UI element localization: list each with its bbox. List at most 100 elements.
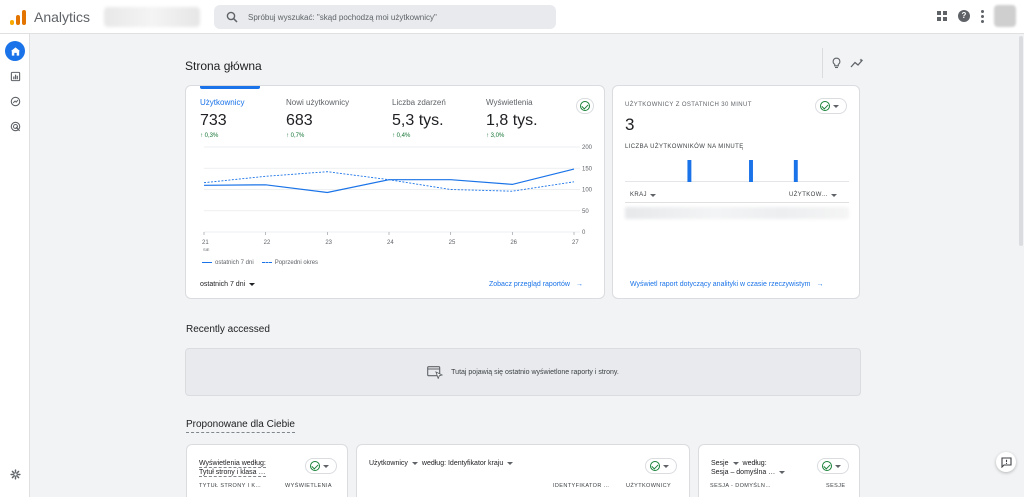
realtime-country-row [625, 207, 849, 219]
column-users[interactable]: UŻYTKOW… [789, 192, 838, 198]
legend-item-current: ostatnich 7 dni [202, 260, 254, 266]
bar-chart-icon [10, 71, 20, 81]
divider [625, 202, 849, 203]
arrow-up-icon: ↑ [486, 133, 491, 139]
suggested-card-heading: Wyświetlenia według: Tytuł strony i klas… [199, 460, 266, 477]
realtime-check-dropdown[interactable] [815, 98, 847, 114]
search-placeholder: Spróbuj wyszukać: "skąd pochodzą moi uży… [248, 12, 437, 22]
top-app-bar: Analytics Spróbuj wyszukać: "skąd pochod… [0, 0, 1024, 34]
realtime-bar[interactable] [749, 160, 753, 182]
series-line-previous [203, 171, 575, 192]
arrow-up-icon: ↑ [392, 133, 397, 139]
x-tick-label: 24 [387, 240, 394, 246]
suggested-card-heading: Użytkownicy według: Identyfikator kraju [369, 459, 514, 468]
series-line-current [203, 168, 575, 194]
caret-down-icon [833, 104, 839, 108]
column-header: TYTUŁ STRONY I K… [199, 483, 262, 489]
column-header: WYŚWIETLENIA [285, 483, 332, 489]
nav-advertising-button[interactable] [5, 116, 25, 136]
y-tick-label: 50 [582, 209, 589, 215]
chart-legend: ostatnich 7 dni Poprzedni okres [202, 260, 318, 266]
help-icon[interactable]: ? [958, 10, 970, 22]
data-quality-check-button[interactable] [576, 98, 594, 114]
realtime-bar[interactable] [687, 160, 692, 182]
column-header: SESJA - DOMYŚLN… [710, 483, 772, 489]
search-input[interactable]: Spróbuj wyszukać: "skąd pochodzą moi uży… [214, 5, 556, 29]
date-range-label: ostatnich 7 dni [200, 281, 246, 288]
metric-change: ↑ 0,3% [200, 133, 219, 139]
feedback-button[interactable] [996, 452, 1016, 472]
gear-icon [9, 468, 21, 480]
nav-explore-button[interactable] [5, 91, 25, 111]
metric-change: ↑ 3,0% [486, 133, 505, 139]
card-check-dropdown[interactable] [305, 458, 337, 474]
insights-icon[interactable] [850, 57, 864, 69]
x-tick-label: 22 [264, 240, 271, 246]
metric-value: 733 [200, 112, 227, 129]
metric-views[interactable]: Wyświetlenia 1,8 tys. ↑ 3,0% [486, 98, 538, 139]
caret-down-icon[interactable] [779, 471, 786, 474]
analytics-logo-icon[interactable] [10, 9, 26, 25]
caret-down-icon[interactable] [507, 462, 514, 465]
caret-down-icon [831, 193, 838, 197]
left-nav-rail [0, 34, 30, 497]
metric-label: Wyświetlenia [486, 98, 533, 107]
x-tick-label: 27 [572, 240, 579, 246]
proposed-section-title: Proponowane dla Ciebie [186, 419, 295, 433]
check-circle-icon [580, 101, 590, 111]
avatar[interactable] [994, 5, 1016, 27]
page-tools [822, 48, 864, 78]
x-tick-label: 26 [510, 240, 517, 246]
suggested-card-views[interactable]: Wyświetlenia według: Tytuł strony i klas… [186, 444, 348, 497]
y-tick-label: 0 [582, 230, 586, 236]
column-header: IDENTYFIKATOR … [553, 483, 610, 489]
metric-label: Nowi użytkownicy [286, 98, 350, 107]
y-tick-label: 100 [582, 188, 593, 194]
nav-reports-button[interactable] [5, 66, 25, 86]
metric-value: 1,8 tys. [486, 112, 538, 129]
y-tick-label: 200 [582, 145, 593, 151]
recently-accessed-empty: Tutaj pojawią się ostatnio wyświetlone r… [185, 348, 861, 396]
target-icon [10, 121, 20, 131]
caret-down-icon[interactable] [732, 462, 739, 465]
date-range-dropdown[interactable]: ostatnich 7 dni [200, 281, 256, 288]
column-header: UŻYTKOWNICY [626, 483, 672, 489]
realtime-bar-chart [625, 160, 849, 182]
legend-item-previous: Poprzedni okres [261, 260, 318, 266]
check-circle-icon [822, 461, 832, 471]
metric-new-users[interactable]: Nowi użytkownicy 683 ↑ 0,7% [286, 98, 349, 139]
check-circle-icon [650, 461, 660, 471]
app-name[interactable]: Analytics [34, 8, 91, 25]
apps-grid-icon[interactable] [937, 10, 948, 22]
suggested-card-sessions[interactable]: Sesje według: Sesja – domyślna … [698, 444, 860, 497]
realtime-bar[interactable] [793, 160, 798, 182]
caret-down-icon[interactable] [411, 462, 418, 465]
card-check-dropdown[interactable] [817, 458, 849, 474]
lightbulb-icon[interactable] [831, 57, 842, 69]
page-scrollbar[interactable] [1019, 36, 1023, 246]
arrow-up-icon: ↑ [286, 133, 291, 139]
arrow-up-icon: ↑ [200, 133, 205, 139]
realtime-title: UŻYTKOWNICY Z OSTATNICH 30 MINUT [625, 102, 752, 108]
column-country[interactable]: KRAJ [630, 192, 656, 198]
caret-down-icon [649, 193, 656, 197]
nav-home-button[interactable] [5, 41, 25, 61]
account-selector[interactable] [104, 6, 201, 27]
metric-event-count[interactable]: Liczba zdarzeń 5,3 tys. ↑ 0,4% [392, 98, 446, 139]
realtime-users-value: 3 [625, 115, 635, 134]
x-tick-label: 23 [325, 240, 332, 246]
metric-users[interactable]: Użytkownicy 733 ↑ 0,3% [200, 98, 244, 139]
card-check-dropdown[interactable] [645, 458, 677, 474]
x-tick-label: 21 [202, 240, 209, 246]
check-circle-icon [820, 101, 830, 111]
column-header: SESJE [826, 483, 846, 489]
y-tick-label: 150 [582, 166, 593, 172]
nav-admin-button[interactable] [5, 464, 25, 484]
recently-accessed-message: Tutaj pojawią się ostatnio wyświetlone r… [451, 368, 619, 376]
suggested-card-users-country[interactable]: Użytkownicy według: Identyfikator kraju [356, 444, 690, 497]
realtime-report-link[interactable]: Wyświetl raport dotyczący analityki w cz… [630, 281, 824, 288]
view-reports-link[interactable]: Zobacz przegląd raportów → [489, 281, 583, 288]
more-vert-icon[interactable] [980, 9, 984, 23]
metric-value: 683 [286, 112, 313, 129]
caret-down-icon [323, 464, 329, 468]
